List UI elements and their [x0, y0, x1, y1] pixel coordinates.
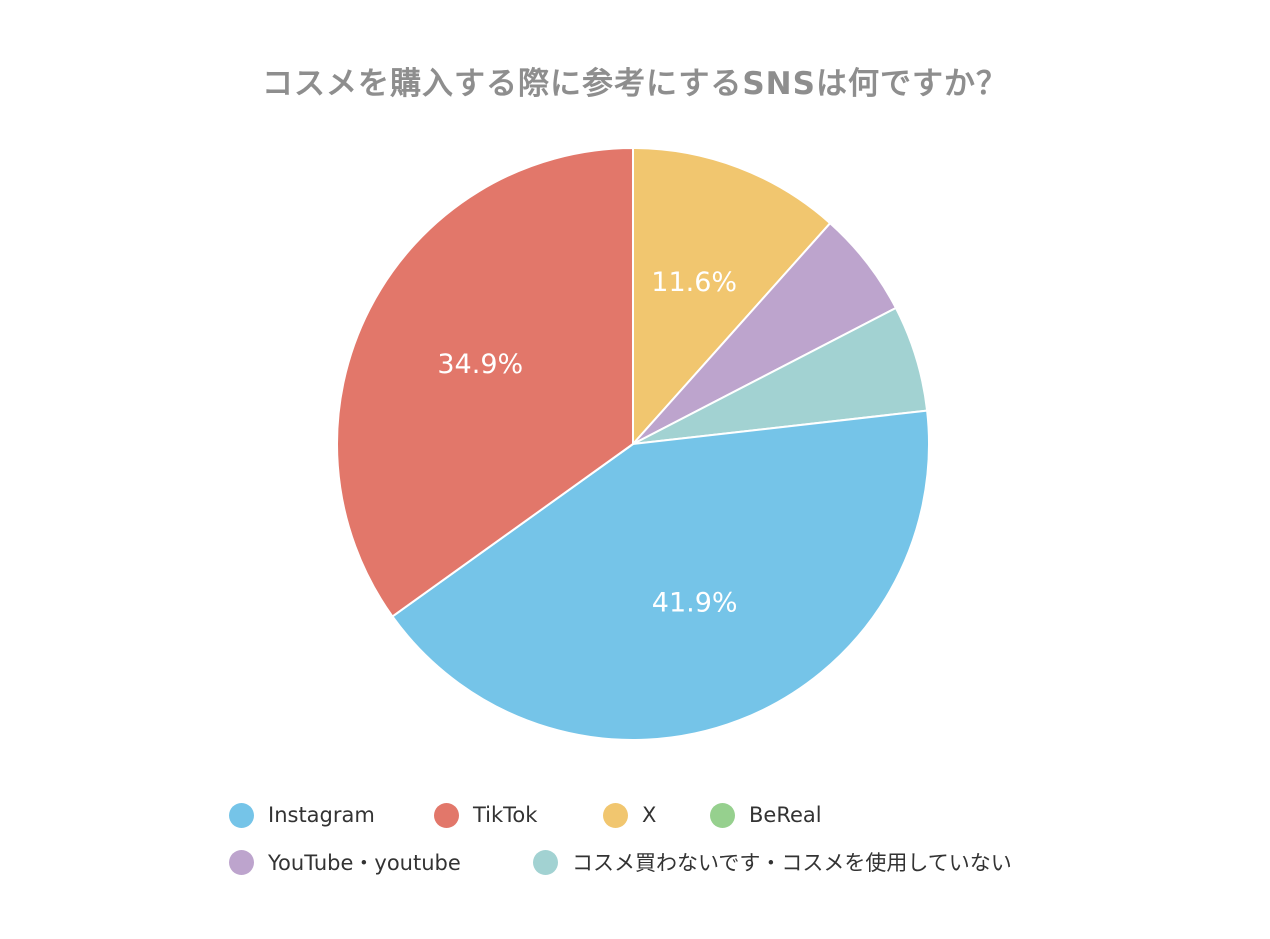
pie-slice-x[interactable] — [632, 146, 832, 447]
pie-slice-tiktok[interactable] — [336, 146, 634, 618]
legend-item-tiktok[interactable]: TikTok — [434, 800, 537, 830]
legend-swatch-instagram — [229, 802, 254, 828]
legend-swatch-no-cosmetics — [533, 849, 558, 875]
legend-item-youtube[interactable]: YouTube・youtube — [229, 847, 461, 877]
legend-swatch-tiktok — [434, 802, 459, 828]
legend-item-no-cosmetics[interactable]: コスメ買わないです・コスメを使用していない — [533, 847, 1012, 877]
legend-item-instagram[interactable]: Instagram — [229, 800, 375, 830]
legend-swatch-youtube — [229, 849, 254, 875]
legend-label-instagram: Instagram — [268, 803, 375, 827]
legend-label-youtube: YouTube・youtube — [268, 851, 461, 875]
legend-label-no-cosmetics: コスメ買わないです・コスメを使用していない — [572, 851, 1012, 875]
legend-item-x[interactable]: X — [603, 800, 656, 830]
chart-title: コスメを購入する際に参考にするSNSは何ですか？ — [262, 66, 1008, 102]
legend-swatch-x — [603, 802, 628, 828]
pie-slice-instagram[interactable] — [391, 409, 930, 741]
slice-data-label: 41.9% — [652, 588, 738, 619]
legend-label-bereal: BeReal — [749, 803, 822, 827]
legend-item-bereal[interactable]: BeReal — [710, 800, 822, 830]
slice-data-label: 11.6% — [651, 267, 737, 298]
legend-label-tiktok: TikTok — [473, 803, 538, 827]
legend-swatch-bereal — [710, 802, 735, 828]
legend-label-x: X — [642, 803, 657, 827]
slice-data-label: 34.9% — [437, 349, 523, 380]
